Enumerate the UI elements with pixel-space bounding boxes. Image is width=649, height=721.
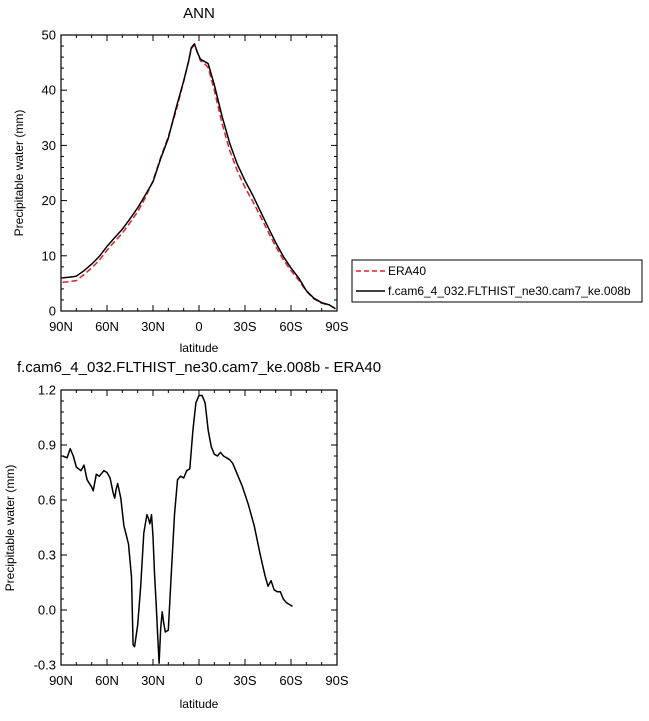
top-x-tick-label: 90N	[49, 319, 73, 334]
bottom-x-tick-label: 30S	[233, 673, 256, 688]
bottom-x-tick-label: 90N	[49, 673, 73, 688]
bottom-y-tick-label: 0.9	[38, 438, 56, 453]
top-y-tick-label: 50	[42, 28, 56, 43]
top-x-tick-label: 60S	[279, 319, 302, 334]
top-y-tick-label: 20	[42, 193, 56, 208]
top-y-tick-label: 0	[49, 304, 56, 319]
top-plot-frame	[60, 34, 338, 312]
bottom-y-tick-label: -0.3	[34, 658, 56, 673]
top-y-tick-label: 30	[42, 138, 56, 153]
bottom-plot-title: f.cam6_4_032.FLTHIST_ne30.cam7_ke.008b -…	[17, 359, 381, 376]
top-y-tick-label: 40	[42, 83, 56, 98]
top-plot-title: ANN	[183, 5, 215, 22]
bottom-series-lines	[62, 394, 293, 664]
top-x-tick-label: 30N	[141, 319, 165, 334]
bottom-y-axis-label: Precipitable water (mm)	[3, 465, 17, 592]
top-x-tick-label: 60N	[95, 319, 119, 334]
top-x-axis-label: latitude	[180, 341, 219, 355]
top-y-axis-label: Precipitable water (mm)	[12, 110, 26, 237]
top-panel: ANN 90N 60N 30N 0 30S 60S 90S 0 10 20 30 40 50 latit…	[12, 5, 349, 355]
bottom-x-tick-label: 30N	[141, 673, 165, 688]
top-y-tick-label: 10	[42, 248, 56, 263]
bottom-x-tick-label: 0	[195, 673, 202, 688]
bottom-y-tick-label: 1.2	[38, 383, 56, 398]
top-x-tick-label: 30S	[233, 319, 256, 334]
top-series-line-0	[62, 44, 336, 310]
bottom-y-tick-label: 0.0	[38, 603, 56, 618]
legend-box	[351, 259, 643, 303]
bottom-y-tick-label: 0.6	[38, 493, 56, 508]
bottom-x-axis-label: latitude	[180, 697, 219, 711]
bottom-x-tick-label: 60N	[95, 673, 119, 688]
top-series-lines	[62, 43, 336, 310]
bottom-x-tick-label: 90S	[325, 673, 348, 688]
legend: ERA40 f.cam6_4_032.FLTHIST_ne30.cam7_ke.…	[351, 259, 643, 303]
bottom-plot-frame	[60, 389, 338, 666]
bottom-axes: 90N 60N 30N 0 30S 60S 90S -0.3 0.0 0.3 0.6 0.9 1.2	[34, 383, 349, 689]
bottom-panel: f.cam6_4_032.FLTHIST_ne30.cam7_ke.008b -…	[3, 359, 381, 711]
top-x-tick-label: 90S	[325, 319, 348, 334]
legend-entry-era40: ERA40	[388, 264, 426, 278]
legend-entry-model: f.cam6_4_032.FLTHIST_ne30.cam7_ke.008b	[388, 284, 631, 298]
bottom-series-line-0	[62, 394, 293, 664]
bottom-x-tick-label: 60S	[279, 673, 302, 688]
top-series-line-1	[62, 43, 336, 310]
top-x-tick-label: 0	[195, 319, 202, 334]
top-axes: 90N 60N 30N 0 30S 60S 90S 0 10 20 30 40 50	[42, 28, 349, 335]
bottom-y-tick-label: 0.3	[38, 548, 56, 563]
